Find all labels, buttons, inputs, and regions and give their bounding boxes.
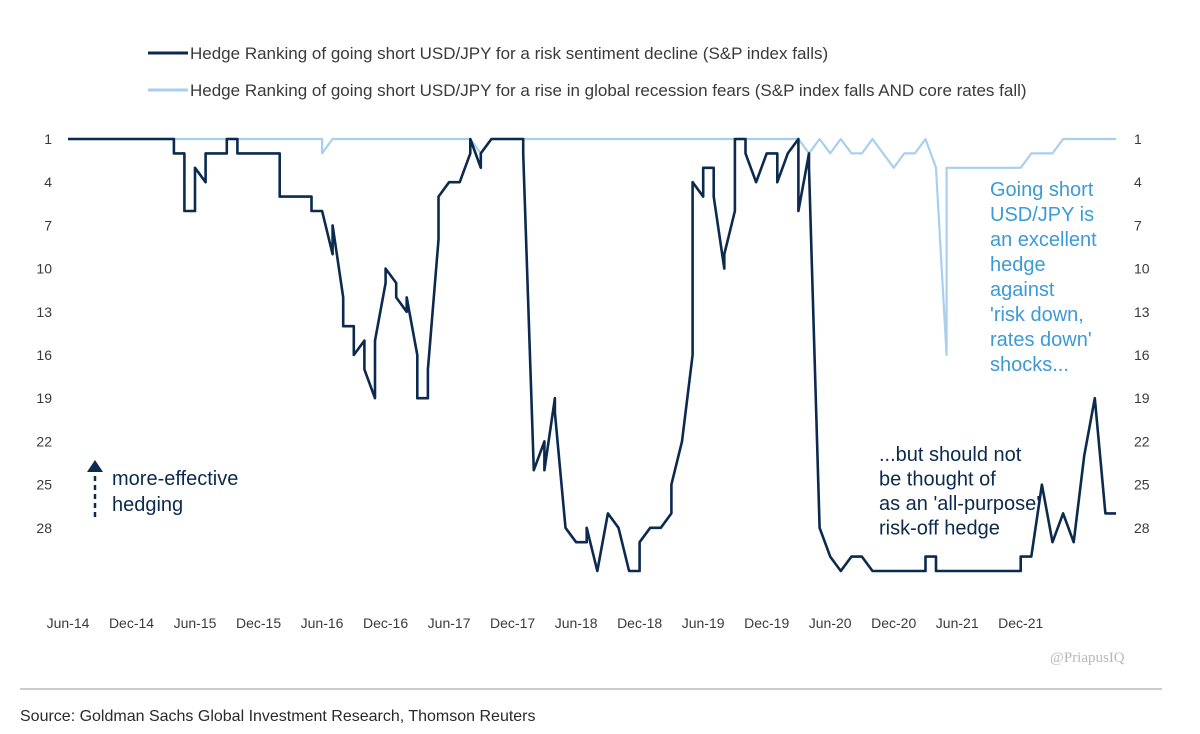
annotation-line: an excellent	[990, 229, 1097, 251]
annotation-line: ...but should not	[879, 444, 1022, 466]
y-tick-label-right: 1	[1134, 131, 1142, 147]
series-group	[68, 137, 1116, 573]
annotation-line: 'risk down,	[990, 304, 1084, 326]
y-tick-label-right: 28	[1134, 520, 1150, 536]
y-axis-left: 1 4 7 10 13 16 19 22 25 28	[36, 131, 52, 536]
y-tick-label-left: 28	[36, 520, 52, 536]
series-line-recession-fears	[68, 137, 1116, 357]
x-tick-label: Dec-16	[363, 615, 408, 631]
annotation-excellent-hedge: Going short USD/JPY is an excellent hedge ag…	[990, 179, 1097, 376]
legend: Hedge Ranking of going short USD/JPY for…	[148, 44, 1027, 100]
y-tick-label-left: 1	[44, 131, 52, 147]
annotation-line: be thought of	[879, 469, 996, 491]
y-tick-label-left: 19	[36, 390, 52, 406]
watermark: @PriapusIQ	[1050, 650, 1125, 666]
x-tick-label: Jun-17	[428, 615, 471, 631]
y-tick-label-right: 19	[1134, 390, 1150, 406]
y-tick-label-right: 13	[1134, 304, 1150, 320]
y-tick-label-left: 7	[44, 217, 52, 233]
legend-label-recession-fears: Hedge Ranking of going short USD/JPY for…	[190, 81, 1027, 100]
more-effective-arrow	[87, 460, 103, 517]
x-tick-label: Dec-19	[744, 615, 789, 631]
y-tick-label-right: 10	[1134, 261, 1150, 277]
x-tick-label: Jun-20	[809, 615, 852, 631]
annotation-line: hedge	[990, 254, 1046, 276]
y-tick-label-left: 22	[36, 433, 52, 449]
source-note: Source: Goldman Sachs Global Investment …	[20, 708, 536, 725]
y-tick-label-left: 13	[36, 304, 52, 320]
annotation-line: shocks...	[990, 354, 1069, 376]
x-tick-label: Dec-14	[109, 615, 154, 631]
series-line-risk-sentiment	[68, 137, 1116, 573]
y-tick-label-left: 16	[36, 347, 52, 363]
y-tick-label-left: 10	[36, 261, 52, 277]
y-tick-label-right: 7	[1134, 217, 1142, 233]
annotation-line: rates down'	[990, 329, 1092, 351]
x-tick-label: Jun-21	[936, 615, 979, 631]
x-tick-label: Dec-21	[998, 615, 1043, 631]
annotation-line: hedging	[112, 494, 183, 516]
annotation-more-effective-hedging: more-effective hedging	[112, 468, 238, 516]
y-axis-right: 1 4 7 10 13 16 19 22 25 28	[1134, 131, 1150, 536]
x-tick-label: Jun-18	[555, 615, 598, 631]
annotation-line: as an 'all-purpose'	[879, 493, 1040, 515]
x-tick-label: Dec-17	[490, 615, 535, 631]
annotation-line: against	[990, 279, 1055, 301]
x-tick-label: Dec-15	[236, 615, 281, 631]
y-tick-label-right: 16	[1134, 347, 1150, 363]
x-tick-label: Jun-15	[174, 615, 217, 631]
x-tick-label: Jun-14	[47, 615, 90, 631]
y-tick-label-right: 25	[1134, 477, 1150, 493]
y-tick-label-right: 4	[1134, 174, 1142, 190]
y-tick-label-left: 4	[44, 174, 52, 190]
x-axis: Jun-14 Dec-14 Jun-15 Dec-15 Jun-16 Dec-16 Jun-…	[47, 615, 1044, 631]
annotation-line: USD/JPY is	[990, 204, 1094, 226]
y-tick-label-right: 22	[1134, 433, 1150, 449]
x-tick-label: Jun-19	[682, 615, 725, 631]
x-tick-label: Dec-20	[871, 615, 916, 631]
annotation-line: more-effective	[112, 468, 238, 490]
arrow-up-icon	[87, 460, 103, 472]
annotation-line: risk-off hedge	[879, 518, 1000, 540]
x-tick-label: Jun-16	[301, 615, 344, 631]
x-tick-label: Dec-18	[617, 615, 662, 631]
legend-label-risk-sentiment: Hedge Ranking of going short USD/JPY for…	[190, 44, 828, 63]
annotation-line: Going short	[990, 179, 1094, 201]
y-tick-label-left: 25	[36, 477, 52, 493]
